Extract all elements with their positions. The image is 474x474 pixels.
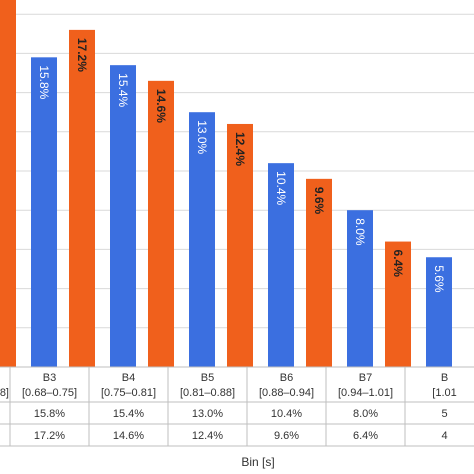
category-range: [0.81–0.88] — [180, 387, 235, 399]
table-cell: 12.4% — [192, 430, 223, 442]
bar-value-labels: 15.8% 15.4% 13.0% 10.4% 8.0% 5.6% 17.2% 14.6% 12… — [37, 38, 446, 293]
bar-value-label: 14.6% — [154, 89, 168, 123]
bar-value-label: 9.6% — [312, 187, 326, 215]
table-cell: 5 — [441, 408, 447, 420]
bar — [306, 178, 332, 367]
table-cell: 17.2% — [34, 430, 65, 442]
category-range: [0.75–0.81] — [101, 387, 156, 399]
table-cell: 13.0% — [192, 408, 223, 420]
bar — [69, 29, 95, 367]
bars — [0, 0, 452, 368]
bar — [426, 257, 452, 367]
category-label: 8] — [0, 387, 9, 399]
category-range: [1.01 — [432, 387, 456, 399]
category-range: [0.88–0.94] — [259, 387, 314, 399]
bar-value-label: 13.0% — [195, 120, 209, 154]
bar — [227, 123, 253, 368]
bar — [268, 163, 294, 367]
table-cell: 6.4% — [353, 430, 378, 442]
table-cell: 15.4% — [113, 408, 144, 420]
bar-value-label: 15.8% — [37, 65, 51, 99]
category-axis: 8]B3[0.68–0.75]B4[0.75–0.81]B5[0.81–0.88… — [0, 366, 474, 446]
table-cell: 4 — [441, 430, 447, 442]
table-cell: 15.8% — [34, 408, 65, 420]
category-label: B4 — [122, 372, 135, 384]
bar-value-label: 15.4% — [116, 73, 130, 107]
category-label: B7 — [359, 372, 372, 384]
bar — [189, 112, 215, 367]
bar — [148, 80, 174, 367]
bar-value-label: 12.4% — [233, 132, 247, 166]
bar-value-label: 6.4% — [391, 250, 405, 278]
table-cell: 14.6% — [113, 430, 144, 442]
category-label: B5 — [201, 372, 214, 384]
bar-value-label: 10.4% — [274, 171, 288, 205]
bar — [31, 57, 57, 367]
data-table: 15.8% 15.4% 13.0% 10.4% 8.0% 5 17.2% 14.6% 12.4%… — [0, 401, 474, 447]
x-axis-title: Bin [s] — [241, 455, 274, 469]
bar — [385, 241, 411, 367]
category-label: B3 — [43, 372, 56, 384]
table-cell: 8.0% — [353, 408, 378, 420]
bar — [0, 0, 16, 368]
bar-value-label: 17.2% — [75, 38, 89, 72]
category-label: B6 — [280, 372, 293, 384]
bar — [110, 65, 136, 367]
table-cell: 9.6% — [274, 430, 299, 442]
bar-value-label: 5.6% — [432, 265, 446, 293]
category-label: B — [441, 372, 448, 384]
table-cell: 10.4% — [271, 408, 302, 420]
bar-value-label: 8.0% — [353, 218, 367, 246]
bar — [347, 210, 373, 367]
category-range: [0.94–1.01] — [338, 387, 393, 399]
category-range: [0.68–0.75] — [22, 387, 77, 399]
